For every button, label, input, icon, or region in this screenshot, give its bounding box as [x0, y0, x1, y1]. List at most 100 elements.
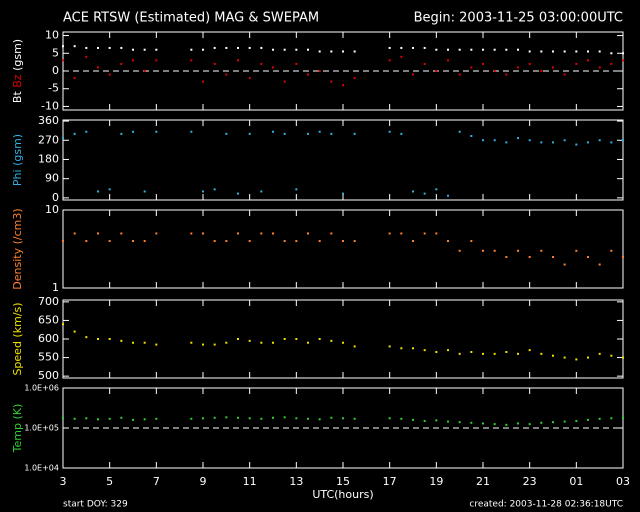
data-point	[540, 249, 543, 252]
data-point	[575, 50, 578, 53]
data-point	[307, 73, 309, 76]
data-point	[470, 240, 473, 243]
data-point	[85, 55, 88, 58]
data-point	[598, 66, 601, 69]
data-point	[318, 70, 321, 72]
y-tick-label: 270	[38, 133, 59, 146]
data-point	[447, 349, 449, 352]
x-tick-label: 01	[569, 475, 583, 488]
data-point	[272, 66, 274, 69]
data-point	[260, 46, 263, 49]
data-point	[505, 48, 508, 51]
legend-entry: Bz	[11, 74, 24, 88]
data-point	[540, 352, 543, 355]
data-point	[575, 358, 578, 361]
data-point	[388, 232, 391, 235]
data-point	[540, 70, 543, 72]
y-axis-label: Phi (gsm)	[11, 134, 24, 186]
data-point	[260, 190, 263, 193]
data-point	[132, 48, 134, 51]
data-point	[190, 417, 193, 420]
data-point	[622, 139, 624, 142]
data-point	[213, 188, 216, 191]
y-tick-label: -10	[41, 99, 59, 112]
data-point	[307, 341, 309, 344]
data-point	[540, 141, 543, 144]
data-point	[470, 66, 473, 69]
data-point	[610, 141, 613, 144]
data-point	[202, 232, 204, 235]
y-axis-label: Speed (km/s)	[11, 302, 24, 375]
y-axis-unit: (gsm)	[11, 134, 24, 166]
data-point	[482, 249, 484, 252]
data-point	[85, 130, 88, 133]
data-point	[272, 232, 274, 235]
data-point	[272, 416, 274, 419]
data-point	[447, 420, 449, 423]
y-tick-label: 1.0E+06	[24, 384, 59, 393]
data-point	[528, 50, 531, 53]
data-point	[62, 59, 64, 62]
data-point	[435, 232, 438, 235]
data-point	[225, 341, 228, 344]
data-point	[622, 59, 624, 62]
data-point	[493, 352, 496, 355]
y-tick-label: 600	[38, 332, 59, 345]
data-point	[155, 48, 158, 51]
data-point	[295, 62, 298, 65]
data-point	[120, 232, 123, 235]
data-point	[120, 62, 123, 65]
data-point	[73, 132, 76, 135]
data-point	[540, 50, 543, 53]
data-point	[237, 416, 239, 419]
data-point	[272, 130, 274, 133]
data-point	[412, 240, 414, 243]
data-point	[587, 418, 589, 421]
data-point	[97, 46, 99, 49]
data-point	[85, 46, 88, 49]
data-point	[143, 341, 146, 344]
data-point	[97, 338, 99, 340]
data-point	[388, 417, 391, 420]
data-point	[73, 232, 76, 235]
data-point	[400, 417, 403, 420]
data-point	[622, 52, 624, 55]
data-point	[318, 50, 321, 53]
data-point	[295, 240, 298, 243]
data-point	[598, 139, 601, 142]
data-point	[307, 132, 309, 135]
data-point	[353, 50, 356, 53]
data-point	[447, 194, 449, 197]
data-point	[470, 421, 473, 424]
start-doy: start DOY: 329	[63, 500, 128, 510]
data-point	[528, 62, 531, 65]
data-point	[342, 84, 344, 87]
data-point	[132, 130, 134, 133]
data-point	[260, 232, 263, 235]
data-point	[342, 50, 344, 53]
data-point	[190, 59, 193, 62]
data-point	[412, 347, 414, 350]
data-point	[283, 80, 286, 83]
data-point	[458, 130, 461, 133]
data-point	[143, 48, 146, 51]
data-point	[435, 48, 438, 51]
data-point	[97, 232, 99, 235]
data-point	[237, 338, 239, 340]
data-point	[248, 417, 251, 420]
data-point	[353, 240, 356, 243]
data-point	[97, 66, 99, 69]
data-point	[283, 132, 286, 135]
data-point	[505, 255, 508, 258]
data-point	[283, 416, 286, 419]
y-tick-label: 650	[38, 313, 59, 326]
data-point	[528, 139, 531, 142]
data-point	[400, 347, 403, 350]
x-tick-label: 5	[106, 475, 113, 488]
data-point	[353, 345, 356, 348]
data-point	[587, 255, 589, 258]
y-axis-label: Density (/cm3)	[11, 208, 24, 289]
data-point	[330, 50, 333, 53]
data-point	[62, 416, 64, 419]
data-point	[388, 59, 391, 62]
